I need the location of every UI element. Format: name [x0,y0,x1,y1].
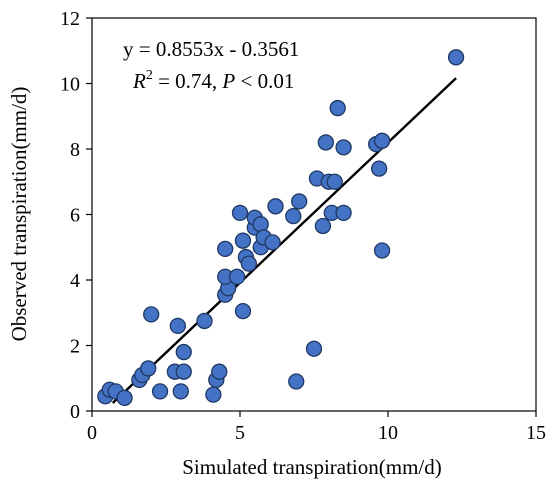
axis-ticks [86,17,537,417]
data-point [169,317,186,335]
r2-superscript: 2 [146,68,153,83]
data-point [329,99,346,117]
trendline-group [111,77,457,404]
y-tick-label: 10 [60,74,80,96]
data-point [240,255,258,272]
data-point [370,160,388,177]
data-point [267,198,284,215]
data-point [252,216,269,233]
data-point [172,383,189,400]
data-point [373,242,391,259]
data-point [143,306,160,323]
x-tick-label: 5 [235,422,245,444]
p-value: < 0.01 [235,69,294,93]
data-point [175,343,192,361]
data-point [285,207,302,225]
y-tick-label: 0 [70,401,80,423]
y-tick-label: 6 [70,205,80,227]
data-points [97,49,465,407]
data-point [447,49,465,66]
data-point [205,386,222,403]
data-point [228,268,246,285]
y-tick-label: 2 [70,336,80,358]
data-point [288,373,305,390]
y-tick-label: 12 [60,8,80,30]
data-point [373,132,391,149]
data-point [151,383,169,400]
regression-stats: R2 = 0.74, P < 0.01 [132,68,294,93]
data-point [335,139,352,156]
data-point [175,363,192,380]
p-symbol: P [221,69,235,93]
data-point [211,363,228,380]
data-point [140,360,157,377]
regression-equation: y = 0.8553x - 0.3561 [123,37,299,61]
y-tick-label: 4 [70,270,80,292]
data-point [234,232,252,249]
data-point [305,340,323,357]
data-point [335,204,352,222]
x-tick-label: 10 [378,422,398,444]
y-tick-label: 8 [70,139,80,161]
data-point [326,173,343,190]
r2-symbol: R [132,69,146,93]
data-point [264,234,281,251]
data-point [291,193,308,210]
axis-tick-labels: 0 5 10 15 0 2 4 6 8 10 12 [60,8,546,444]
data-point [116,389,133,407]
y-axis-label: Observed transpiration(mm/d) [7,87,31,342]
data-point [314,217,332,235]
data-point [317,134,334,151]
x-axis-label: Simulated transpiration(mm/d) [182,455,442,479]
r2-value: = 0.74, [153,69,223,93]
data-point [217,240,234,258]
x-tick-label: 15 [526,422,546,444]
data-point [196,312,213,330]
x-tick-label: 0 [87,422,97,444]
data-point [231,204,249,222]
trendline [111,77,457,404]
data-point [234,302,252,320]
